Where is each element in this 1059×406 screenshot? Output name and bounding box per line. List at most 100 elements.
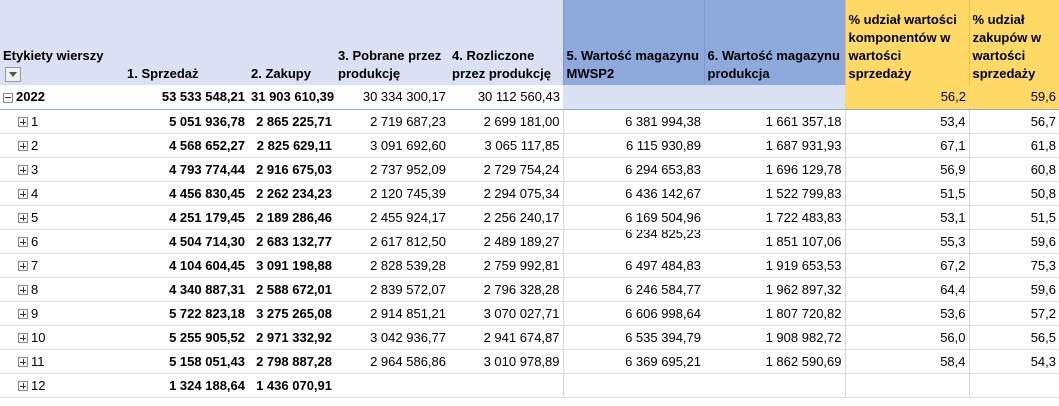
warehouse-mwsp2-cell[interactable]: 6 535 394,79 [562,325,704,350]
pct-components-cell[interactable]: 53,1 [844,205,969,230]
row-label-cell[interactable]: 6 [0,229,124,254]
warehouse-mwsp2-cell[interactable]: 6 234 825,23 [562,229,704,254]
warehouse-mwsp2-header[interactable]: 5. Wartość magazynu MWSP2 [562,0,704,85]
warehouse-production-cell[interactable]: 1 687 931,93 [704,133,845,158]
row-label-cell[interactable]: 12 [0,373,124,398]
taken-production-cell[interactable]: 2 839 572,07 [335,277,449,302]
warehouse-mwsp2-cell[interactable]: 6 294 653,83 [562,157,704,182]
settled-production-cell[interactable]: 2 759 992,81 [449,253,563,278]
warehouse-production-cell[interactable] [704,373,845,398]
expand-icon[interactable] [18,333,28,344]
warehouse-production-cell[interactable]: 1 696 129,78 [704,157,845,182]
purchases-cell[interactable]: 2 189 286,46 [248,205,335,230]
pct-components-cell[interactable]: 64,4 [844,277,969,302]
row-labels-header[interactable]: Etykiety wierszy [0,0,124,85]
pct-purchases-cell[interactable]: 59,6 [968,277,1059,302]
year-warehouse-mwsp2[interactable] [563,85,704,110]
purchases-cell[interactable]: 2 798 887,28 [248,349,335,374]
taken-production-cell[interactable]: 3 042 936,77 [335,325,449,350]
warehouse-production-cell[interactable]: 1 919 653,53 [704,253,845,278]
purchases-cell[interactable]: 2 262 234,23 [248,181,335,206]
settled-production-cell[interactable]: 2 699 181,00 [449,109,563,134]
taken-production-cell[interactable]: 2 120 745,39 [335,181,449,206]
purchases-cell[interactable]: 1 436 070,91 [248,373,335,398]
pct-components-cell[interactable]: 53,6 [844,301,969,326]
expand-icon[interactable] [18,117,28,128]
settled-production-header[interactable]: 4. Rozliczone przez produkcję [449,0,563,85]
warehouse-mwsp2-cell[interactable]: 6 606 998,64 [562,301,704,326]
warehouse-mwsp2-cell[interactable]: 6 246 584,77 [562,277,704,302]
warehouse-mwsp2-cell[interactable]: 6 381 994,38 [562,109,704,134]
taken-production-cell[interactable]: 2 828 539,28 [335,253,449,278]
expand-icon[interactable] [18,165,28,176]
expand-icon[interactable] [18,285,28,296]
sales-cell[interactable]: 4 340 887,31 [124,277,248,302]
year-warehouse-production[interactable] [704,85,845,110]
taken-production-cell[interactable]: 2 737 952,09 [335,157,449,182]
sales-cell[interactable]: 1 324 188,64 [124,373,248,398]
filter-dropdown-icon[interactable] [5,67,21,83]
sales-cell[interactable]: 4 504 714,30 [124,229,248,254]
settled-production-cell[interactable]: 2 941 674,87 [449,325,563,350]
warehouse-production-cell[interactable]: 1 962 897,32 [704,277,845,302]
pct-purchases-cell[interactable]: 51,5 [968,205,1059,230]
row-label-cell[interactable]: 5 [0,205,124,230]
pct-components-cell[interactable]: 56,9 [844,157,969,182]
row-label-cell[interactable]: 2 [0,133,124,158]
pct-purchases-cell[interactable]: 54,3 [968,349,1059,374]
pct-components-cell[interactable] [844,373,969,398]
purchases-cell[interactable]: 3 091 198,88 [248,253,335,278]
row-label-cell[interactable]: 9 [0,301,124,326]
row-label-cell[interactable]: 4 [0,181,124,206]
pct-components-cell[interactable]: 67,1 [844,133,969,158]
purchases-header[interactable]: 2. Zakupy [248,0,335,85]
settled-production-cell[interactable]: 2 729 754,24 [449,157,563,182]
expand-icon[interactable] [18,357,28,368]
warehouse-mwsp2-cell[interactable]: 6 169 504,96 [562,205,704,230]
pct-components-cell[interactable]: 58,4 [844,349,969,374]
warehouse-mwsp2-cell[interactable] [562,373,704,398]
sales-cell[interactable]: 5 158 051,43 [124,349,248,374]
expand-icon[interactable] [18,213,28,224]
year-pct-purchases[interactable]: 59,6 [969,85,1059,110]
expand-icon[interactable] [18,309,28,320]
purchases-cell[interactable]: 2 865 225,71 [248,109,335,134]
sales-cell[interactable]: 4 104 604,45 [124,253,248,278]
settled-production-cell[interactable]: 2 256 240,17 [449,205,563,230]
settled-production-cell[interactable]: 3 065 117,85 [449,133,563,158]
expand-icon[interactable] [18,189,28,200]
pct-purchases-header[interactable]: % udział zakupów w wartości sprzedaży [968,0,1059,85]
purchases-cell[interactable]: 3 275 265,08 [248,301,335,326]
sales-cell[interactable]: 4 251 179,45 [124,205,248,230]
taken-production-header[interactable]: 3. Pobrane przez produkcję [335,0,449,85]
expand-icon[interactable] [18,237,28,248]
pct-components-cell[interactable]: 51,5 [844,181,969,206]
warehouse-mwsp2-cell[interactable]: 6 115 930,89 [562,133,704,158]
taken-production-cell[interactable]: 3 091 692,60 [335,133,449,158]
pct-purchases-cell[interactable]: 56,7 [968,109,1059,134]
warehouse-production-cell[interactable]: 1 522 799,83 [704,181,845,206]
sales-cell[interactable]: 5 051 936,78 [124,109,248,134]
year-pct-components[interactable]: 56,2 [845,85,969,110]
pct-purchases-cell[interactable]: 75,3 [968,253,1059,278]
pct-purchases-cell[interactable]: 60,8 [968,157,1059,182]
taken-production-cell[interactable]: 2 617 812,50 [335,229,449,254]
warehouse-production-cell[interactable]: 1 661 357,18 [704,109,845,134]
collapse-icon[interactable] [3,92,13,103]
warehouse-production-cell[interactable]: 1 807 720,82 [704,301,845,326]
pct-components-header[interactable]: % udział wartości komponentów w wartości… [844,0,969,85]
sales-cell[interactable]: 4 456 830,45 [124,181,248,206]
pct-components-cell[interactable]: 53,4 [844,109,969,134]
expand-icon[interactable] [18,381,28,392]
row-label-cell[interactable]: 11 [0,349,124,374]
settled-production-cell[interactable] [449,373,563,398]
sales-cell[interactable]: 4 793 774,44 [124,157,248,182]
settled-production-cell[interactable]: 3 070 027,71 [449,301,563,326]
purchases-cell[interactable]: 2 916 675,03 [248,157,335,182]
taken-production-cell[interactable]: 2 964 586,86 [335,349,449,374]
warehouse-mwsp2-cell[interactable]: 6 436 142,67 [562,181,704,206]
row-label-cell[interactable]: 7 [0,253,124,278]
year-settled-production[interactable]: 30 112 560,43 [449,85,563,110]
pct-components-cell[interactable]: 56,0 [844,325,969,350]
taken-production-cell[interactable]: 2 455 924,17 [335,205,449,230]
